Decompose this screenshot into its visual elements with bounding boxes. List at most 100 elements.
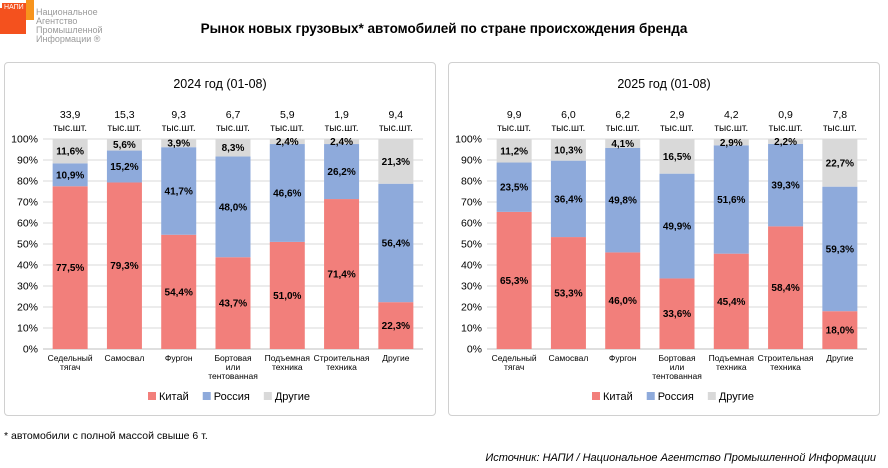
logo-text: Национальное Агентство Промышленной Инфо… (36, 8, 106, 44)
x-tick-label: тягач (504, 362, 524, 372)
data-label-russia: 49,8% (609, 196, 637, 207)
bar-total-unit: тыс.шт. (823, 123, 857, 134)
logo-orange-block (26, 0, 34, 20)
data-label-russia: 48,0% (219, 202, 247, 213)
bar-total: 7,8 (833, 109, 848, 121)
data-label-other: 8,3% (222, 143, 245, 154)
legend-swatch-other (707, 392, 716, 400)
bar-segment-other (52, 139, 88, 164)
y-tick-label: 0% (23, 344, 38, 356)
bar-segment-china (52, 186, 88, 349)
y-tick-label: 30% (17, 281, 38, 293)
data-label-russia: 49,9% (663, 222, 691, 233)
bar-segment-other (713, 139, 749, 146)
chart-panel-2024: 2024 год (01-08) 0% 10% 20% 30% 40% 50% 60% 70% 8… (4, 62, 436, 416)
x-tick-label: Строительная (758, 353, 814, 363)
chart-panel-2025: 2025 год (01-08) 0% 10% 20% 30% 40% 50% 60% 70% 8… (448, 62, 880, 416)
bar-segment-russia (713, 145, 749, 254)
bar-total-unit: тыс.шт. (108, 123, 142, 134)
data-label-other: 4,1% (611, 139, 634, 150)
data-label-russia: 59,3% (826, 244, 854, 255)
data-label-russia: 46,6% (273, 188, 301, 199)
data-label-other: 3,9% (167, 139, 190, 150)
y-tick-label: 100% (455, 134, 482, 146)
bar-total-unit: тыс.шт. (53, 123, 87, 134)
bar-segment-china (768, 226, 804, 349)
y-tick-label: 60% (17, 218, 38, 230)
bar-segment-china (550, 237, 586, 349)
x-tick-label: Строительная (314, 353, 370, 363)
legend-swatch-russia (646, 392, 655, 400)
x-tick-label: Другие (382, 353, 409, 363)
y-tick-label: 10% (461, 323, 482, 335)
x-tick-label: техника (272, 362, 303, 372)
y-tick-label: 100% (11, 134, 38, 146)
data-label-china: 65,3% (500, 276, 528, 287)
bar-total: 2,9 (670, 109, 685, 121)
logo-line-1: Национальное (36, 7, 98, 17)
y-tick-label: 0% (467, 344, 482, 356)
bar-total: 15,3 (114, 109, 135, 121)
legend-swatch-china (148, 392, 156, 400)
chart-title: 2024 год (01-08) (173, 77, 266, 91)
y-tick-label: 50% (17, 239, 38, 251)
data-label-other: 10,3% (554, 145, 582, 156)
bar-total: 6,7 (226, 109, 241, 121)
data-label-other: 22,7% (826, 158, 854, 169)
bar-segment-russia (161, 147, 197, 235)
logo-line-2: Агентство (36, 16, 78, 26)
x-tick-label: тентованная (208, 371, 258, 381)
bar-segment-russia (215, 156, 251, 258)
data-label-other: 21,3% (382, 157, 410, 168)
data-label-other: 11,2% (500, 146, 528, 157)
x-tick-label: техника (326, 362, 357, 372)
data-label-china: 51,0% (273, 291, 301, 302)
bar-total-unit: тыс.шт. (270, 123, 304, 134)
logo-line-4: Информации ® (36, 34, 101, 44)
y-tick-label: 70% (17, 197, 38, 209)
x-tick-label: Бортовая (214, 353, 252, 363)
chart-2024: 2024 год (01-08) 0% 10% 20% 30% 40% 50% 60% 70% 8… (11, 77, 423, 403)
data-label-china: 77,5% (56, 263, 84, 274)
bar-segment-russia (822, 186, 858, 312)
y-tick-label: 20% (17, 302, 38, 314)
bar-total: 9,4 (389, 109, 404, 121)
data-label-china: 33,6% (663, 309, 691, 320)
x-tick-label: тентованная (652, 371, 702, 381)
bar-total-unit: тыс.шт. (769, 123, 803, 134)
bar-segment-russia (269, 144, 305, 242)
y-tick-label: 40% (461, 260, 482, 272)
bar-segment-china (822, 311, 858, 349)
bar-total: 1,9 (334, 109, 349, 121)
logo-red-block (0, 8, 26, 34)
bar-segment-other (496, 139, 532, 163)
data-label-russia: 51,6% (717, 195, 745, 206)
bar-segment-other (768, 139, 804, 144)
bar-segment-other (269, 139, 305, 145)
data-label-russia: 23,5% (500, 183, 528, 194)
chart-2025: 2025 год (01-08) 0% 10% 20% 30% 40% 50% 60% 70% 8… (455, 77, 867, 403)
y-tick-label: 50% (461, 239, 482, 251)
legend-swatch-other (263, 392, 272, 400)
bar-segment-china (106, 182, 142, 349)
bar-segment-russia (496, 162, 532, 212)
bar-segment-other (605, 139, 641, 148)
bar-segment-other (215, 139, 251, 157)
bar-total-unit: тыс.шт. (325, 123, 359, 134)
y-tick-label: 60% (461, 218, 482, 230)
bar-total: 9,3 (171, 109, 186, 121)
legend-label-russia: Россия (214, 391, 250, 403)
data-label-china: 22,3% (382, 321, 410, 332)
data-label-russia: 56,4% (382, 238, 410, 249)
data-label-china: 79,3% (110, 261, 138, 272)
bar-total: 0,9 (778, 109, 793, 121)
bar-segment-china (713, 253, 749, 349)
legend-label-other: Другие (275, 391, 310, 403)
x-tick-label: Фургон (165, 353, 193, 363)
bar-segment-china (324, 199, 360, 349)
y-tick-label: 40% (17, 260, 38, 272)
bar-segment-other (550, 139, 586, 161)
x-tick-label: или (226, 362, 241, 372)
napi-logo: НАПИ Национальное Агентство Промышленной… (0, 0, 103, 60)
x-tick-label: Другие (826, 353, 853, 363)
